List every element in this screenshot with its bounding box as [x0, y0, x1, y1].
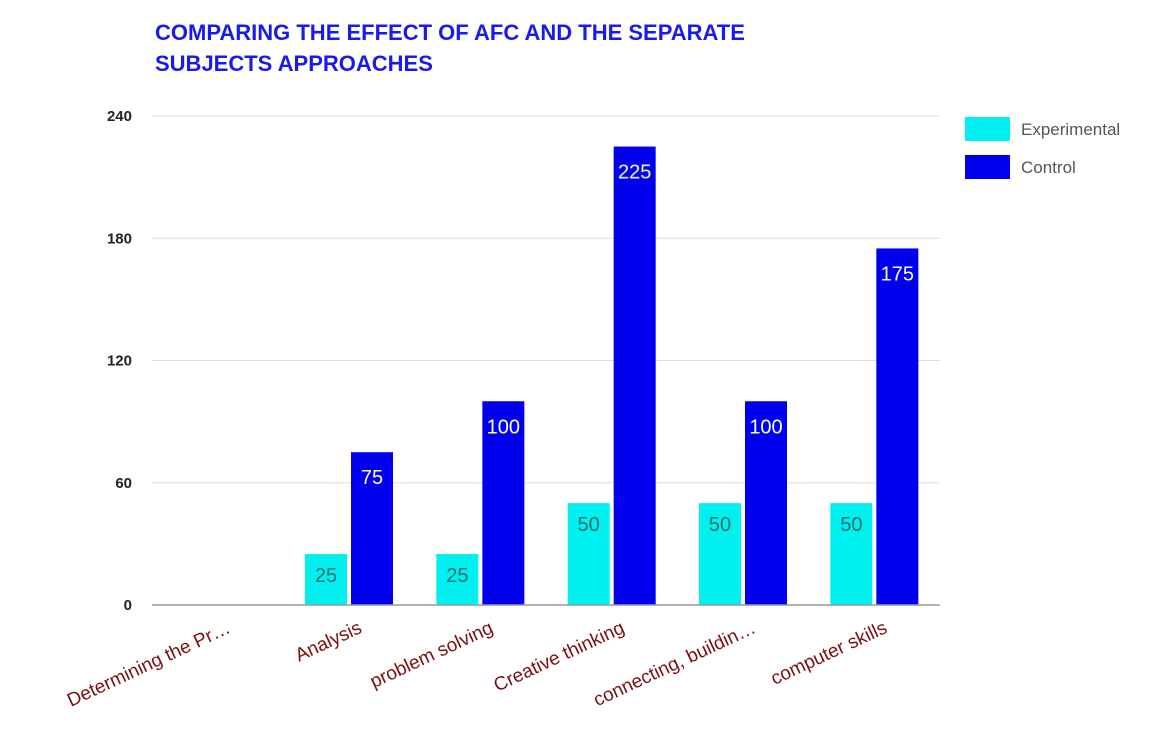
gridlines: [152, 115, 940, 484]
data-label: 100: [749, 416, 782, 438]
bar-control: [745, 401, 787, 605]
legend-swatch-experimental: [965, 117, 1010, 141]
bars: [305, 146, 919, 605]
bar-experimental: [436, 554, 479, 605]
bar-control: [482, 401, 525, 605]
chart-title-line: SUBJECTS APPROACHES: [155, 51, 433, 76]
y-tick-label: 240: [107, 108, 132, 125]
legend-swatch-control: [965, 155, 1010, 179]
y-tick-label: 180: [107, 230, 132, 247]
legend-label: Experimental: [1021, 120, 1120, 139]
data-labels: 25 75 25 100 50 225 50 100 50 175: [315, 161, 914, 587]
y-tick-label: 60: [115, 475, 132, 492]
data-label: 225: [618, 162, 651, 184]
data-label: 75: [361, 467, 383, 489]
bar-experimental: [567, 503, 610, 605]
data-label: 50: [840, 514, 862, 536]
legend: Experimental Control: [965, 117, 1120, 179]
bar-control: [351, 452, 393, 605]
bar-experimental: [699, 503, 741, 605]
data-label: 50: [709, 514, 731, 536]
data-label: 100: [487, 416, 520, 438]
chart-title: COMPARING THE EFFECT OF AFC AND THE SEPA…: [155, 20, 745, 76]
y-tick-label: 120: [107, 353, 132, 370]
bar-experimental: [830, 503, 873, 605]
data-label: 25: [315, 565, 337, 587]
data-label: 50: [578, 514, 600, 536]
legend-label: Control: [1021, 158, 1076, 177]
bar-control: [876, 248, 919, 605]
y-axis-ticks: 0 60 120 180 240: [107, 108, 132, 614]
x-tick-label: problem solving: [367, 617, 496, 692]
x-tick-label: computer skills: [768, 617, 891, 689]
x-tick-label: Analysis: [292, 617, 365, 666]
chart-title-line: COMPARING THE EFFECT OF AFC AND THE SEPA…: [155, 20, 745, 45]
bar-experimental: [305, 554, 347, 605]
x-axis-ticks: Determining the Pr… Analysis problem solvi…: [64, 617, 890, 711]
x-tick-label: Determining the Pr…: [64, 617, 234, 711]
y-tick-label: 0: [124, 597, 132, 614]
data-label: 25: [446, 565, 468, 587]
bar-control: [613, 146, 656, 605]
data-label: 175: [881, 263, 914, 285]
